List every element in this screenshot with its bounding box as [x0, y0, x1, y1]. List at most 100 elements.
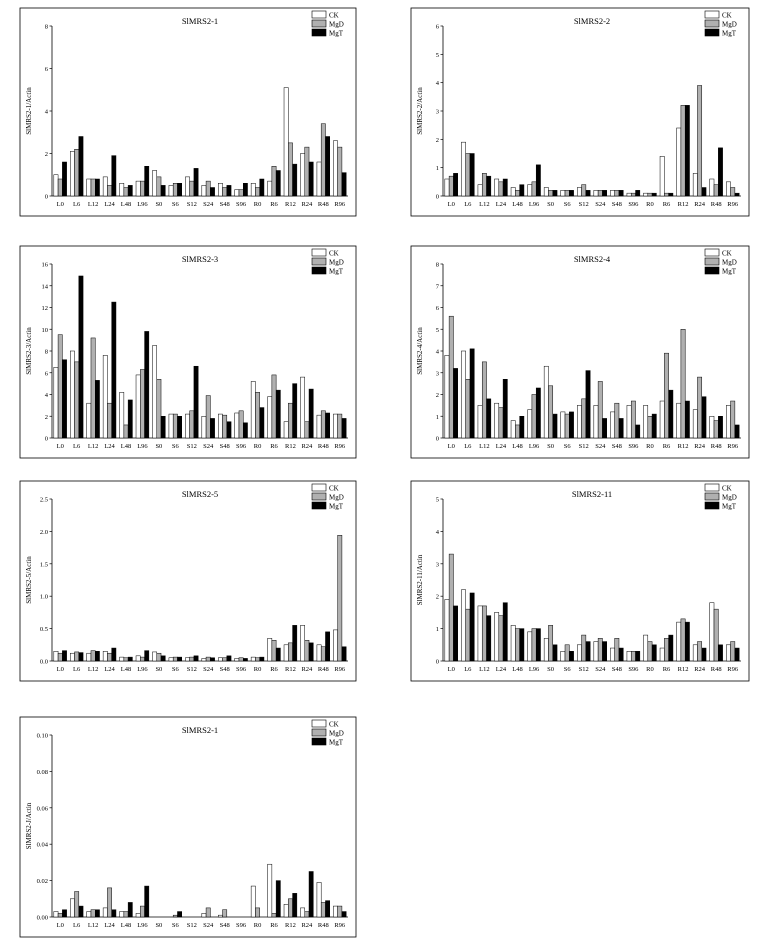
- bar: [664, 192, 669, 197]
- chart-title: SlMRS2-1: [182, 725, 218, 735]
- y-tick-label: 0.5: [40, 626, 48, 633]
- bar: [255, 907, 260, 918]
- bar: [74, 891, 80, 918]
- x-tick-label: S12: [187, 443, 197, 450]
- y-tick-label: 6: [45, 370, 49, 377]
- bar: [581, 184, 587, 197]
- bar: [123, 187, 129, 197]
- chart-title: SlMRS2-3: [182, 254, 218, 264]
- bar: [643, 405, 649, 439]
- bar: [144, 885, 150, 918]
- bar: [630, 192, 636, 197]
- y-tick-label: 0: [45, 436, 48, 443]
- bar: [102, 355, 108, 439]
- bar: [304, 911, 310, 918]
- x-tick-label: S48: [220, 201, 230, 208]
- bar: [602, 641, 607, 662]
- bar: [177, 183, 182, 197]
- bar: [111, 647, 117, 662]
- bar: [643, 634, 649, 662]
- bar: [283, 644, 289, 662]
- bar: [288, 898, 293, 918]
- bar: [94, 178, 100, 197]
- bar: [70, 151, 75, 197]
- bar: [502, 178, 508, 197]
- bar: [94, 380, 100, 439]
- bar: [210, 187, 215, 197]
- chart-panel: SlMRS2-1 SlMRS2-1/Actin 0 2 4 6 8 L0 L6 L12 L24 L48…: [19, 7, 357, 217]
- x-tick-label: S12: [187, 201, 197, 208]
- x-tick-label: L48: [121, 443, 131, 450]
- bar: [465, 379, 471, 439]
- bar: [469, 592, 475, 662]
- bar: [205, 395, 211, 439]
- bar: [250, 381, 256, 439]
- bar: [144, 331, 150, 439]
- bar: [635, 424, 641, 439]
- bar: [135, 180, 141, 197]
- bar: [62, 161, 67, 197]
- legend-swatch: [311, 19, 327, 28]
- bar: [577, 405, 582, 439]
- y-axis-label: SlMRS2-5/Actin: [25, 556, 33, 604]
- bar: [177, 911, 182, 918]
- bar: [651, 192, 657, 197]
- bar: [189, 656, 195, 662]
- x-tick-label: L6: [73, 922, 81, 929]
- legend-swatch: [704, 10, 720, 19]
- y-tick-label: 2.0: [40, 529, 48, 536]
- bar: [172, 914, 178, 918]
- y-tick-label: 0: [45, 194, 48, 201]
- bar: [581, 634, 587, 662]
- bar: [201, 416, 207, 439]
- x-tick-label: R96: [727, 443, 739, 450]
- y-tick-label: 2.5: [40, 497, 48, 504]
- bar: [585, 190, 591, 197]
- bar: [62, 650, 67, 662]
- legend-swatch: [704, 28, 720, 37]
- x-tick-label: L48: [121, 201, 131, 208]
- x-tick-label: R96: [727, 666, 739, 673]
- bar: [453, 605, 458, 662]
- x-tick-label: R96: [727, 201, 739, 208]
- bar: [494, 178, 500, 197]
- x-tick-label: S0: [155, 201, 162, 208]
- x-tick-label: R12: [285, 666, 296, 673]
- x-tick-label: S6: [564, 201, 572, 208]
- bar: [119, 911, 125, 918]
- bar: [486, 175, 492, 197]
- x-tick-label: L6: [73, 666, 81, 673]
- bar: [718, 147, 723, 197]
- y-tick-label: 2: [45, 151, 48, 158]
- bar: [465, 608, 471, 662]
- x-tick-label: S24: [595, 201, 606, 208]
- bar: [193, 655, 199, 662]
- bar: [726, 644, 731, 662]
- bar: [659, 400, 665, 439]
- y-tick-label: 12: [42, 305, 49, 312]
- bar: [300, 625, 306, 662]
- bar: [135, 655, 141, 662]
- bar: [300, 153, 306, 197]
- bar: [242, 658, 248, 662]
- bar: [510, 187, 516, 197]
- bar: [610, 190, 615, 197]
- bar: [325, 412, 330, 439]
- chart-title: SlMRS2-4: [574, 254, 611, 264]
- bar: [560, 651, 566, 662]
- legend-label: CK: [722, 485, 732, 493]
- bar: [127, 902, 133, 918]
- bar: [713, 420, 719, 439]
- bar: [680, 618, 686, 662]
- bar: [304, 146, 310, 197]
- bar: [333, 413, 338, 439]
- bar: [668, 634, 674, 662]
- bar: [57, 334, 63, 439]
- x-tick-label: L96: [529, 201, 540, 208]
- bar: [222, 909, 228, 918]
- bar: [697, 641, 703, 662]
- x-tick-label: R12: [285, 922, 296, 929]
- bar: [614, 190, 620, 197]
- x-tick-label: S96: [236, 922, 247, 929]
